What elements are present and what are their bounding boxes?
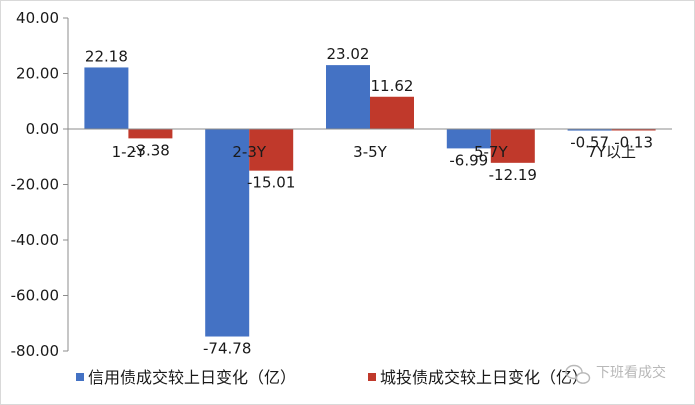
y-tick-label: 20.00 xyxy=(16,65,59,83)
bar-credit-1-2Y xyxy=(84,67,129,129)
wechat-icon xyxy=(565,364,591,384)
y-tick-label: -80.00 xyxy=(11,342,59,360)
x-category-label: 5-7Y xyxy=(474,143,508,161)
data-label: -74.78 xyxy=(203,340,251,358)
bar-urban-5-7Y xyxy=(490,129,535,163)
bar-credit-3-5Y xyxy=(326,65,370,129)
data-label: 23.02 xyxy=(327,45,370,63)
bar-urban-3-5Y xyxy=(370,96,414,129)
y-tick-label: 40.00 xyxy=(16,9,59,27)
data-label: 22.18 xyxy=(85,47,128,65)
bar-urban-2-3Y xyxy=(249,129,294,171)
bar-urban-1-2Y xyxy=(128,129,173,139)
data-label: -12.19 xyxy=(489,166,537,184)
y-axis: 40.00 20.00 0.00 -20.00 -40.00 -60.00 -80.00 xyxy=(11,9,69,360)
x-category-label: 3-5Y xyxy=(353,143,387,161)
data-label: -3.38 xyxy=(131,141,170,159)
y-tick-label: -20.00 xyxy=(11,176,59,194)
x-category-label: 2-3Y xyxy=(232,143,266,161)
bar-credit-2-3Y xyxy=(205,129,250,337)
bar-urban-7Y以上 xyxy=(611,129,656,131)
legend-swatch xyxy=(368,373,376,381)
y-tick-label: 0.00 xyxy=(26,120,59,138)
data-label: -6.99 xyxy=(449,151,488,169)
legend-label: 城投债成交较上日变化（亿） xyxy=(380,368,588,387)
data-label: -0.57 xyxy=(570,134,609,152)
legend: 信用债成交较上日变化（亿） 城投债成交较上日变化（亿） xyxy=(76,368,588,387)
bar-credit-7Y以上 xyxy=(567,129,612,131)
x-category-label: 1-2Y xyxy=(112,143,146,161)
y-tick-label: -40.00 xyxy=(11,231,59,249)
data-label: 11.62 xyxy=(371,77,414,95)
category-labels-group: 1-2Y 2-3Y 3-5Y 5-7Y 7Y以上 xyxy=(112,143,636,161)
legend-label: 信用债成交较上日变化（亿） xyxy=(88,368,296,387)
bars-group xyxy=(84,65,656,337)
data-label: -0.13 xyxy=(614,134,653,152)
y-tick-label: -60.00 xyxy=(11,287,59,305)
bar-credit-5-7Y xyxy=(446,129,491,149)
x-category-label: 7Y以上 xyxy=(587,143,636,161)
legend-swatch xyxy=(76,373,84,381)
watermark: 下班看成交 xyxy=(565,364,666,384)
watermark-text: 下班看成交 xyxy=(596,364,666,381)
data-label: -15.01 xyxy=(247,174,295,192)
